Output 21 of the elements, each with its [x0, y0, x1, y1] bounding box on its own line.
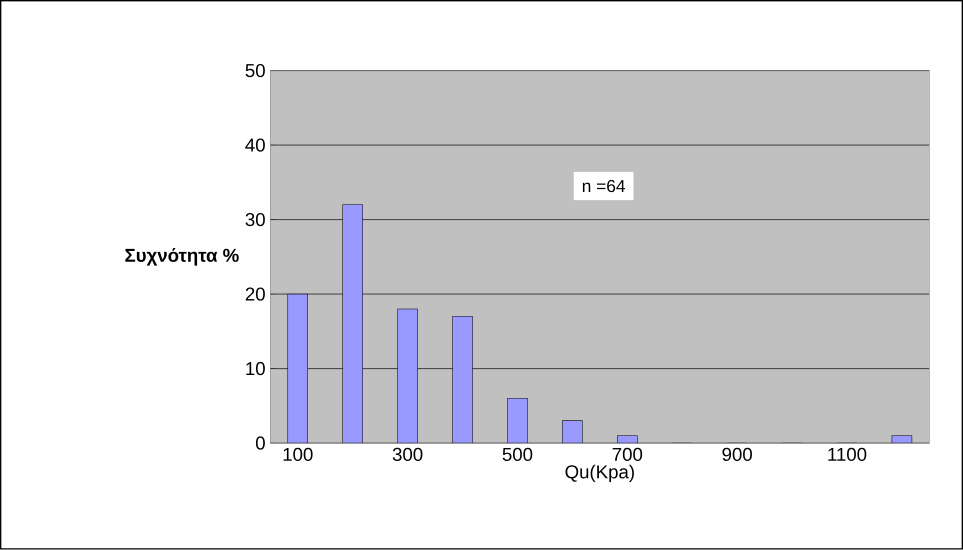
x-tick-label: 100 — [284, 448, 313, 462]
x-tick-label: 700 — [612, 448, 642, 462]
bar — [452, 316, 473, 444]
y-tick-label: 0 — [256, 436, 265, 450]
y-tick-label: 20 — [246, 288, 265, 301]
bar — [507, 398, 528, 444]
bar — [342, 204, 363, 444]
x-tick-label: 900 — [722, 448, 752, 462]
y-tick-label: 30 — [246, 213, 265, 226]
bar — [288, 294, 308, 444]
y-axis-title: Συχνότητα % — [125, 248, 239, 266]
x-tick-label: 500 — [502, 448, 532, 462]
y-tick-label: 50 — [246, 64, 265, 78]
bar — [562, 420, 583, 444]
y-tick-label: 10 — [246, 362, 265, 376]
x-axis-title: Qu(Kpa) — [565, 464, 634, 482]
annotation: n =64 — [582, 180, 626, 192]
x-tick-label: 300 — [392, 448, 422, 462]
x-tick-label: 1100 — [828, 448, 866, 462]
bar — [397, 308, 418, 444]
y-tick-label: 40 — [245, 138, 265, 152]
